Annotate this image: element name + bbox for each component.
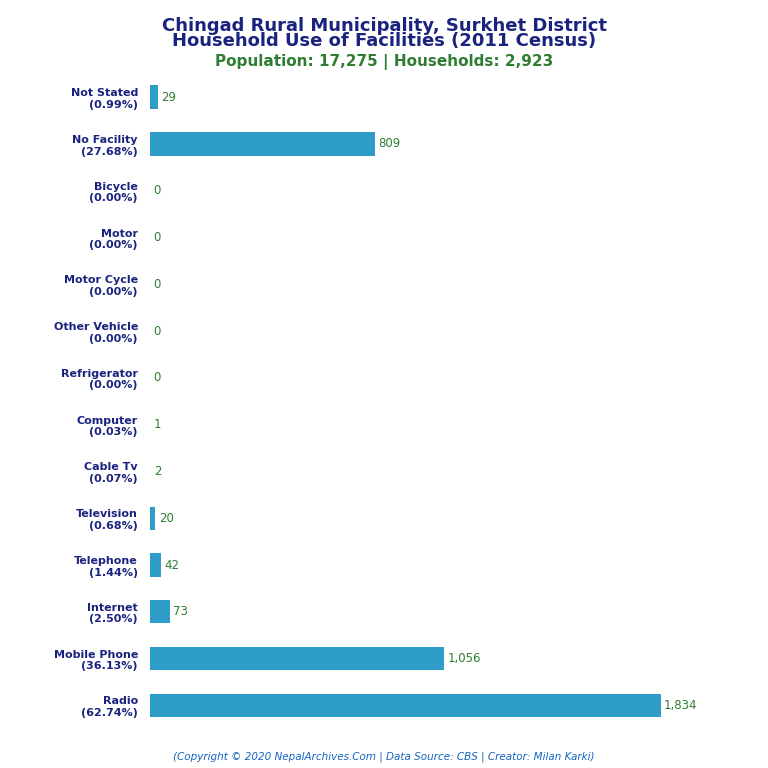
Bar — [150, 132, 375, 156]
Text: 0: 0 — [153, 372, 161, 385]
Text: 0: 0 — [153, 325, 161, 338]
Text: 2: 2 — [154, 465, 161, 478]
Text: Household Use of Facilities (2011 Census): Household Use of Facilities (2011 Census… — [172, 32, 596, 50]
Text: 1,834: 1,834 — [664, 699, 697, 712]
Text: 73: 73 — [174, 605, 188, 618]
Bar — [150, 553, 161, 577]
Text: 0: 0 — [153, 231, 161, 244]
Text: 42: 42 — [165, 558, 180, 571]
Text: Population: 17,275 | Households: 2,923: Population: 17,275 | Households: 2,923 — [215, 54, 553, 70]
Bar — [150, 647, 444, 670]
Text: Chingad Rural Municipality, Surkhet District: Chingad Rural Municipality, Surkhet Dist… — [161, 17, 607, 35]
Text: 809: 809 — [379, 137, 401, 151]
Text: 20: 20 — [159, 511, 174, 525]
Text: 1,056: 1,056 — [447, 652, 481, 665]
Text: 29: 29 — [161, 91, 176, 104]
Text: 0: 0 — [153, 184, 161, 197]
Bar — [150, 600, 170, 624]
Bar — [150, 694, 660, 717]
Text: (Copyright © 2020 NepalArchives.Com | Data Source: CBS | Creator: Milan Karki): (Copyright © 2020 NepalArchives.Com | Da… — [174, 751, 594, 762]
Bar — [150, 85, 158, 109]
Bar — [150, 507, 155, 530]
Text: 0: 0 — [153, 278, 161, 291]
Text: 1: 1 — [154, 418, 161, 431]
